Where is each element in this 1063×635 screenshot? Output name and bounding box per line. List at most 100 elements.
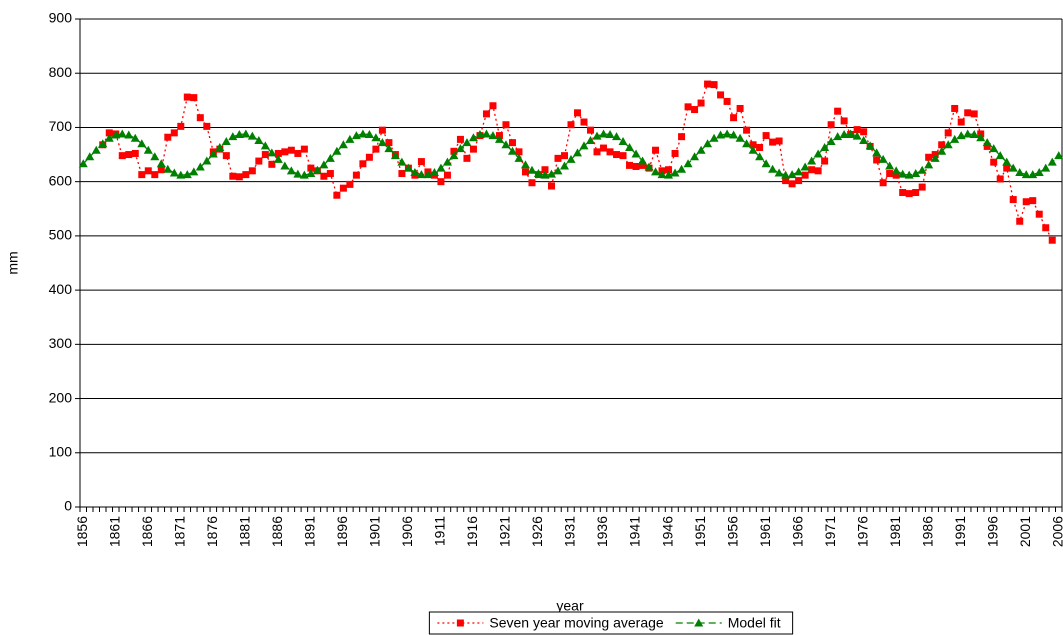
data-point	[769, 138, 777, 146]
x-tick-label: 1976	[854, 516, 870, 547]
data-point	[150, 152, 160, 161]
data-point	[748, 145, 758, 154]
data-point	[489, 102, 497, 110]
data-point	[924, 160, 934, 169]
data-point	[879, 179, 887, 187]
data-point	[378, 126, 386, 134]
legend-label: Seven year moving average	[489, 615, 664, 631]
data-point	[612, 132, 622, 141]
data-point	[170, 129, 178, 137]
data-point	[384, 144, 394, 153]
data-point	[749, 141, 757, 149]
data-point	[352, 171, 360, 179]
data-point	[937, 146, 947, 155]
data-point	[546, 169, 556, 178]
y-tick-label: 400	[49, 281, 73, 297]
data-point	[274, 149, 282, 157]
data-point	[989, 144, 999, 153]
data-point	[436, 163, 446, 172]
data-point	[587, 126, 595, 134]
data-point	[729, 130, 739, 139]
data-point	[247, 131, 257, 140]
data-point	[469, 145, 477, 153]
x-tick-label: 1856	[74, 516, 90, 547]
legend-marker	[456, 619, 464, 627]
data-point	[787, 170, 797, 179]
data-point	[203, 122, 211, 130]
data-point	[814, 167, 822, 175]
x-tick-label: 1896	[334, 516, 350, 547]
x-tick-label: 1926	[529, 516, 545, 547]
data-point	[287, 146, 295, 154]
x-tick-label: 2006	[1049, 516, 1063, 547]
data-point	[443, 171, 451, 179]
data-point	[813, 149, 823, 158]
data-point	[579, 141, 589, 150]
legend-marker	[694, 618, 704, 627]
data-point	[456, 135, 464, 143]
data-point	[1034, 167, 1044, 176]
data-point	[455, 144, 465, 153]
data-point	[918, 183, 926, 191]
data-point	[1047, 157, 1057, 166]
data-point	[138, 171, 146, 179]
data-point	[566, 154, 576, 163]
data-point	[338, 140, 348, 149]
data-point	[639, 161, 647, 169]
data-point	[891, 166, 901, 175]
data-point	[852, 131, 862, 140]
x-tick-label: 1991	[952, 516, 968, 547]
data-point	[488, 131, 498, 140]
x-tick-label: 1961	[757, 516, 773, 547]
data-point	[359, 160, 367, 168]
data-point	[1009, 196, 1017, 204]
data-point	[1021, 170, 1031, 179]
x-tick-label: 1876	[204, 516, 220, 547]
data-point	[762, 132, 770, 140]
y-tick-label: 0	[64, 498, 72, 514]
data-point	[774, 168, 784, 177]
data-point	[735, 133, 745, 142]
data-point	[507, 146, 517, 155]
data-point	[183, 93, 191, 101]
data-point	[462, 138, 472, 147]
data-point	[144, 167, 152, 175]
data-point	[925, 153, 933, 161]
x-tick-label: 1916	[464, 516, 480, 547]
x-tick-label: 1996	[984, 516, 1000, 547]
x-tick-label: 1956	[724, 516, 740, 547]
data-point	[190, 94, 198, 102]
data-point	[403, 163, 413, 172]
data-point	[449, 151, 459, 160]
data-point	[229, 172, 237, 180]
data-point	[736, 104, 744, 112]
data-point	[1002, 157, 1012, 166]
data-point	[78, 159, 88, 168]
data-point	[417, 158, 425, 166]
data-point	[365, 153, 373, 161]
data-point	[182, 170, 192, 179]
data-point	[690, 152, 700, 161]
data-point	[800, 162, 810, 171]
data-point	[1008, 163, 1018, 172]
data-point	[514, 153, 524, 162]
data-point	[261, 151, 269, 159]
data-point	[592, 131, 602, 140]
data-point	[398, 170, 406, 178]
data-point	[619, 152, 627, 160]
data-point	[833, 132, 843, 141]
data-point	[385, 139, 393, 147]
data-point	[820, 143, 830, 152]
y-tick-label: 500	[49, 227, 73, 243]
data-point	[664, 170, 674, 179]
data-point	[307, 164, 315, 172]
data-point	[267, 148, 277, 157]
y-tick-label: 600	[49, 172, 73, 188]
data-point	[716, 130, 726, 139]
data-point	[91, 145, 101, 154]
data-point	[293, 169, 303, 178]
data-point	[873, 156, 881, 164]
data-point	[574, 109, 582, 117]
data-point	[463, 154, 471, 162]
data-point	[782, 177, 790, 185]
